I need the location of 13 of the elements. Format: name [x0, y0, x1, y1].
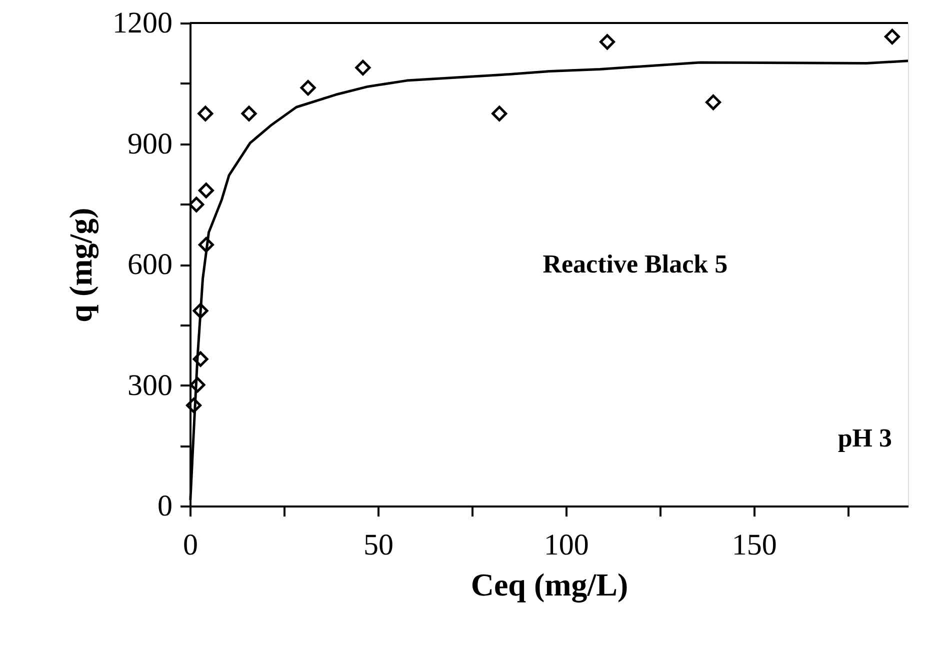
y-tick-label: 0 [158, 490, 172, 522]
x-axis-title: Ceq (mg/L) [470, 566, 628, 604]
y-tick-label: 300 [128, 368, 172, 402]
y-axis-title: q (mg/g) [62, 208, 100, 322]
annotation: pH 3 [838, 423, 892, 452]
x-tick-label: 0 [183, 528, 198, 562]
x-tick-label: 50 [363, 528, 394, 562]
x-tick-label: 150 [732, 528, 777, 562]
annotation: Reactive Black 5 [542, 250, 728, 278]
y-tick-label: 600 [128, 248, 172, 281]
x-tick-label: 100 [544, 528, 589, 562]
y-tick-label: 900 [128, 127, 172, 160]
y-tick-label: 1200 [112, 6, 172, 40]
